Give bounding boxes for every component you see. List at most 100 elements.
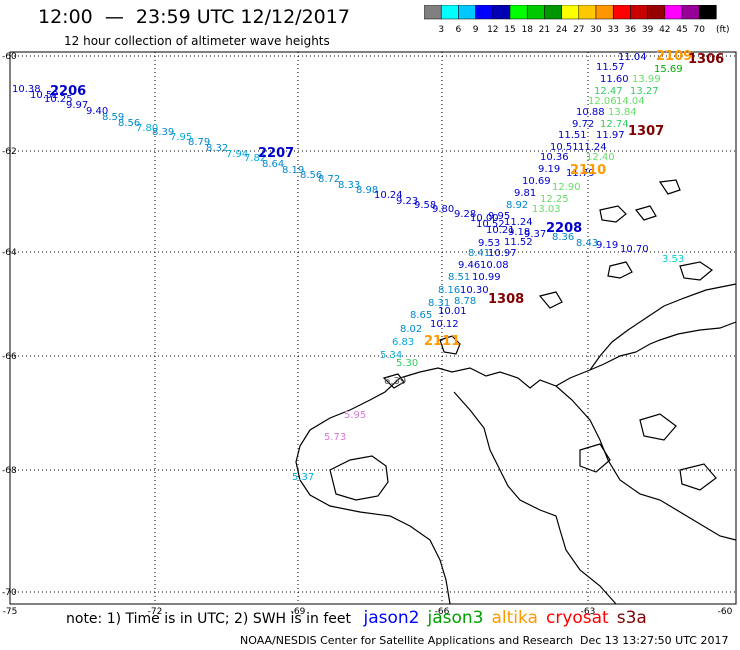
wave-height-label: 10.36 [540,152,569,163]
colorbar-tick-label: 33 [607,25,618,35]
island-3 [599,205,627,223]
wave-height-label: 14.04 [616,96,645,107]
wave-height-label: 9.46 [458,260,480,271]
wave-height-label: 8.19 [282,165,304,176]
wave-height-label: 10.08 [480,260,509,271]
wave-height-label: 9.19 [596,240,618,251]
wave-height-label: 10.52 [30,90,59,101]
legend: note: 1) Time is in UTC; 2) SWH is in fe… [66,608,647,628]
longitude-label: -60 [718,607,733,617]
wave-height-label: 11.04 [618,52,647,63]
generated-timestamp: Dec 13 13:27:50 UTC 2017 [580,634,729,647]
map-title: 12:00 — 23:59 UTC 12/12/2017 [38,6,350,28]
wave-height-label: 11.97 [596,130,625,141]
longitude-labels: -75 -72 -69 -66 -63 -60 [3,607,733,617]
wave-height-label: 11.51 [558,130,587,141]
latitude-label: -66 [2,352,17,362]
longitude-label: -66 [435,607,450,617]
wave-height-label: 15.69 [654,64,683,75]
colorbar-tick-label: 45 [676,25,687,35]
wave-height-label: 8.02 [400,324,422,335]
longitude-label: -69 [291,607,306,617]
wave-height-label: 8.64 [262,159,284,170]
wave-height-label: 12.90 [552,182,581,193]
latitude-label: -70 [2,588,17,598]
wave-height-label: 8.51 [448,272,470,283]
colorbar-tick-label: 27 [573,25,584,35]
wave-height-label: 8.41 [468,248,490,259]
wave-height-label: 8.16 [438,285,460,296]
wave-height-label: 10.70 [620,244,649,255]
wave-height-label: 7.94 [226,149,248,160]
wave-height-label: 9.95 [488,211,510,222]
weddell-coast [589,283,737,371]
wave-height-label: 8.98 [356,185,378,196]
island-8 [538,291,563,309]
wave-height-label: 10.01 [438,306,467,317]
colorbar-swatch [698,5,717,20]
colorbar-tick-label: 36 [625,25,637,35]
colorbar-tick-label: 70 [693,25,705,35]
track-id-label: 2206 [50,84,86,99]
colorbar-tick-label: 15 [504,25,515,35]
wave-height-label: 6.83 [392,337,414,348]
island-6 [607,261,633,279]
wave-height-label: 8.33 [338,180,360,191]
wave-height-label: 12.25 [540,194,569,205]
wave-height-label: 11.57 [596,62,625,73]
track-id-label: 2109 [656,49,692,64]
latitude-label: -68 [2,466,17,476]
wave-height-label: 13.84 [608,107,637,118]
wave-height-label: 5.34 [380,350,402,361]
latitude-label: -60 [2,52,17,62]
wave-height-label: 8.79 [188,137,210,148]
island-2 [382,373,405,389]
colorbar-tick-label: 30 [590,25,602,35]
wave-height-label: 8.32 [206,143,228,154]
coastlines [295,179,737,605]
legend-satellite-altika: altika [491,608,538,628]
track-id-label: 1307 [628,124,664,139]
wave-height-label: 11.24 [504,217,533,228]
inland-3 [679,463,717,491]
track-id-label: 2110 [570,163,606,178]
wave-height-label: 13.99 [632,74,661,85]
wave-height-labels: 10.3810.5210.259.979.408.598.567.808.397… [12,52,684,483]
wave-height-label: 7.95 [170,132,192,143]
credit-line: NOAA/NESDIS Center for Satellite Applica… [240,634,574,647]
wave-height-colorbar: 3 6 9 12 15 18 21 24 27 30 33 36 39 42 45 70 (ft) [424,5,730,35]
track-id-label: 1306 [688,52,724,67]
colorbar-tick-label: 12 [487,25,498,35]
colorbar-tick-label: 6 [456,25,462,35]
wave-height-label: 13.03 [532,204,561,215]
wave-height-label: 11.60 [600,74,629,85]
wave-height-label: 3.53 [662,254,684,265]
wave-height-label: 10.00 [470,213,499,224]
wave-height-label: 8.59 [102,112,124,123]
wave-height-label: 10.30 [460,285,489,296]
legend-satellite-s3a: s3a [616,608,647,628]
latitude-labels: -60 -62 -64 -66 -68 -70 [2,52,17,598]
island-7 [679,261,714,281]
wave-height-label: 8.72 [318,174,340,185]
wave-height-label: 10.97 [488,248,517,259]
colorbar-tick-label: 21 [539,25,550,35]
wave-height-label: 9.40 [86,106,108,117]
wave-height-label: 8.56 [300,170,322,181]
track-id-label: 2111 [424,334,460,349]
wave-height-label: 10.38 [12,84,41,95]
legend-satellite-jason2: jason2 [363,608,420,628]
wave-height-label: 11.52 [504,237,533,248]
wave-height-label: 9.28 [454,209,476,220]
longitude-label: -63 [581,607,596,617]
track-id-label: 2208 [546,221,582,236]
wave-height-label: 5.30 [396,358,418,369]
map-frame [9,51,737,605]
wave-height-label: 6.39 [384,376,406,387]
inner-coast [453,391,617,605]
wave-height-label: 9.58 [414,200,436,211]
alexander-island [329,455,389,501]
wave-height-label: 8.78 [454,296,476,307]
island-5 [658,179,681,195]
